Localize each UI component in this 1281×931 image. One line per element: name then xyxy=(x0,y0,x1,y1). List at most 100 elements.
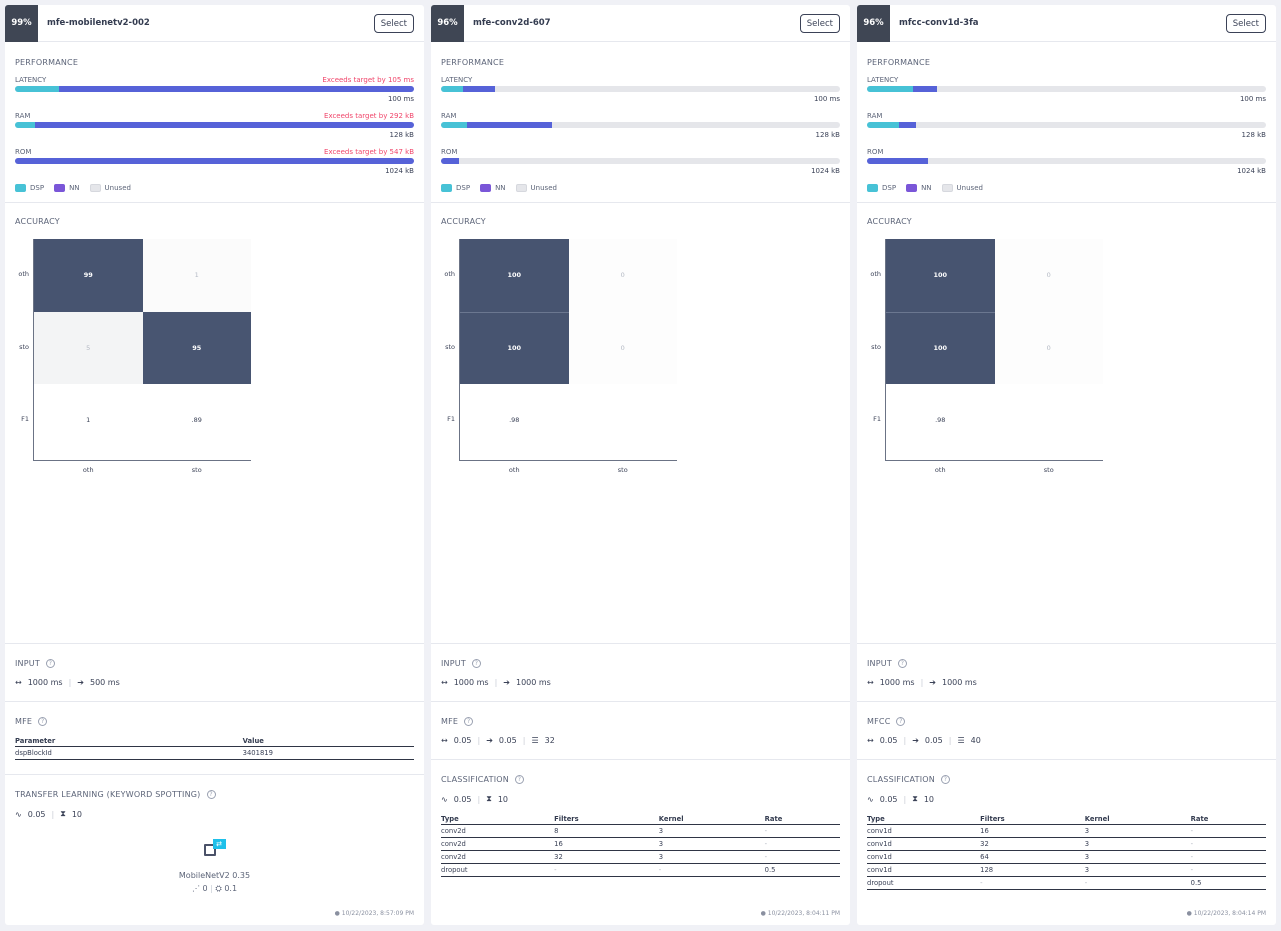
help-icon[interactable]: ? xyxy=(38,717,48,726)
metric-warning: Exceeds target by 292 kB xyxy=(324,112,414,120)
help-icon[interactable]: ? xyxy=(514,775,524,784)
section-title: CLASSIFICATION xyxy=(441,775,509,784)
legend-nn: NN xyxy=(906,184,932,192)
legend-dsp: DSP xyxy=(441,184,470,192)
column-header: Rate xyxy=(1190,814,1266,825)
input-section: INPUT? ↔ 1000 ms | ➔ 500 ms xyxy=(5,644,424,702)
table-cell: 16 xyxy=(980,824,1085,838)
section-title: PERFORMANCE xyxy=(15,58,79,67)
legend-label: DSP xyxy=(882,184,897,192)
accuracy-badge: 96% xyxy=(431,5,464,42)
dsp-segment xyxy=(441,86,463,92)
select-button[interactable]: Select xyxy=(799,14,840,33)
neurons-icon: ⋰ xyxy=(191,884,200,893)
filter-count: 32 xyxy=(544,736,555,745)
table-row: conv2d 32 3- xyxy=(441,850,840,864)
section-title: INPUT xyxy=(441,659,466,668)
model-summary: ⇄ MobileNetV2 0.35 ⋰ 0 | ⛭ 0.1 xyxy=(15,839,414,894)
select-button[interactable]: Select xyxy=(373,14,414,33)
help-icon[interactable]: ? xyxy=(897,659,907,668)
frame-length-icon: ↔ xyxy=(441,736,448,745)
filter-count: 40 xyxy=(970,736,981,745)
input-section: INPUT? ↔ 1000 ms | ➔ 1000 ms xyxy=(857,644,1276,702)
hourglass-icon: ⧗ xyxy=(486,794,492,803)
separator: | xyxy=(68,678,72,687)
table-cell: 16 xyxy=(554,837,659,851)
help-icon[interactable]: ? xyxy=(471,659,481,668)
matrix-cell: 99 xyxy=(34,239,143,312)
confusion-matrix: 100 0 100 0 .98 oth sto F1 oth sto xyxy=(444,239,681,474)
table-cell: 128 xyxy=(980,863,1085,877)
table-row: conv2d 16 3- xyxy=(441,837,840,851)
nn-segment xyxy=(867,158,929,164)
frame-length: 0.05 xyxy=(879,736,898,745)
window-size: 1000 ms xyxy=(879,678,915,687)
layers-table: Type Filters Kernel Rate conv1d 16 3- conv1d 32 3… xyxy=(867,814,1266,890)
metric-target: 100 ms xyxy=(813,95,840,103)
nn-segment xyxy=(912,86,938,92)
table-cell: - xyxy=(1190,850,1266,864)
table-cell: - xyxy=(980,876,1085,890)
accuracy-badge: 96% xyxy=(857,5,890,42)
legend-label: DSP xyxy=(30,184,45,192)
table-cell: 3 xyxy=(1084,850,1191,864)
window-size-icon: ↔ xyxy=(441,678,448,687)
metric-ram: RAM 128 kB xyxy=(867,112,1266,139)
help-icon[interactable]: ? xyxy=(464,717,474,726)
metric-target: 128 kB xyxy=(389,131,414,139)
table-cell: 3 xyxy=(1084,824,1191,838)
usage-bar xyxy=(15,158,414,164)
legend-nn: NN xyxy=(54,184,80,192)
legend: DSP NN Unused xyxy=(15,184,414,192)
metric-target: 1024 kB xyxy=(385,167,414,175)
select-button[interactable]: Select xyxy=(1225,14,1266,33)
separator: | xyxy=(948,736,952,745)
x-tick-label: oth xyxy=(82,466,94,474)
help-icon[interactable]: ? xyxy=(896,717,906,726)
help-icon[interactable]: ? xyxy=(940,775,950,784)
help-icon[interactable]: ? xyxy=(45,659,55,668)
help-icon[interactable]: ? xyxy=(206,790,216,799)
metric-label: ROM xyxy=(15,148,32,156)
card-header: 96% mfe-conv2d-607 Select xyxy=(431,5,850,42)
table-cell: 3 xyxy=(1084,837,1191,851)
table-cell: - xyxy=(658,863,765,877)
model-card: 96% mfcc-conv1d-3fa Select PERFORMANCE LA… xyxy=(857,5,1276,925)
performance-section: PERFORMANCE LATENCY 100 ms RAM 128 kB RO… xyxy=(857,42,1276,203)
column-header: Parameter xyxy=(15,736,243,747)
layers-table: Type Filters Kernel Rate conv2d 8 3- conv2d 16 3-… xyxy=(441,814,840,877)
legend: DSP NN Unused xyxy=(867,184,1266,192)
table-row: conv1d 64 3- xyxy=(867,850,1266,864)
matrix-cell: 100 xyxy=(460,239,569,312)
learning-rate: 0.05 xyxy=(879,794,898,804)
section-title: ACCURACY xyxy=(441,217,486,226)
metric-rom: ROM Exceeds target by 547 kB 1024 kB xyxy=(15,148,414,175)
nn-segment xyxy=(34,122,414,128)
table-cell: 3401819 xyxy=(242,746,414,760)
window-size-icon: ↔ xyxy=(867,678,874,687)
metric-latency: LATENCY 100 ms xyxy=(867,76,1266,103)
matrix-cell: 100 xyxy=(886,239,995,312)
frame-length: 0.05 xyxy=(453,736,472,745)
y-tick-label: oth xyxy=(444,270,455,279)
x-tick-label: sto xyxy=(617,466,628,474)
learning-rate-icon: ∿ xyxy=(867,794,874,804)
model-card: 96% mfe-conv2d-607 Select PERFORMANCE LAT… xyxy=(431,5,850,925)
dsp-segment xyxy=(15,86,59,92)
layers-table: Parameter Value dspBlockId 3401819 xyxy=(15,736,414,760)
usage-bar xyxy=(867,86,1266,92)
metric-label: LATENCY xyxy=(15,76,47,84)
table-cell: 3 xyxy=(658,837,765,851)
table-cell: dspBlockId xyxy=(15,746,243,760)
clock-icon: ● xyxy=(1186,910,1192,917)
column-header: Rate xyxy=(764,814,840,825)
table-cell: dropout xyxy=(867,876,981,890)
metric-label: RAM xyxy=(15,112,31,120)
dropout-icon: ⛭ xyxy=(215,884,222,893)
legend-label: NN xyxy=(69,184,80,192)
metric-label: RAM xyxy=(867,112,883,120)
table-cell: 3 xyxy=(658,850,765,864)
f1-cell: 1 xyxy=(86,416,91,425)
usage-bar xyxy=(867,158,1266,164)
section-title: INPUT xyxy=(867,659,892,668)
